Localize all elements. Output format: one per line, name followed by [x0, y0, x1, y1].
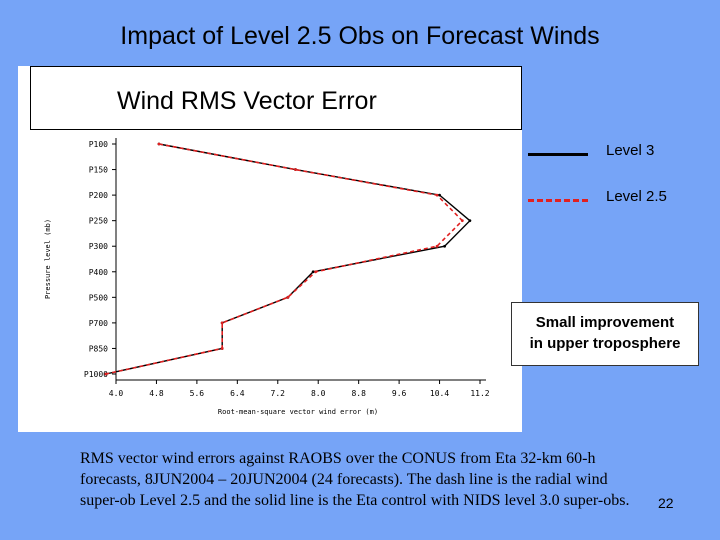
chart-title: Wind RMS Vector Error	[117, 87, 377, 115]
y-tick-label: P400	[89, 268, 108, 277]
data-point	[460, 219, 464, 223]
x-tick-label: 11.2	[470, 389, 489, 398]
y-tick-label: P150	[89, 166, 108, 175]
data-point	[220, 347, 224, 350]
data-point	[435, 244, 439, 248]
callout-line-2: in upper troposphere	[529, 335, 681, 352]
y-tick-label: P250	[89, 217, 108, 226]
chart-title-box: Wind RMS Vector Error	[30, 66, 522, 130]
data-point	[314, 270, 318, 274]
data-point	[157, 142, 161, 146]
legend-swatch-solid	[528, 153, 588, 156]
callout-line-1: Small improvement	[535, 314, 675, 331]
data-point	[435, 193, 439, 197]
x-tick-label: 9.6	[392, 389, 407, 398]
x-tick-label: 7.2	[271, 389, 286, 398]
x-tick-label: 5.6	[190, 389, 205, 398]
y-tick-label: P850	[89, 344, 108, 353]
series-line-level-3	[105, 143, 471, 375]
y-tick-label: P300	[89, 242, 108, 251]
data-point	[311, 270, 315, 274]
page-number: 22	[658, 495, 674, 511]
x-tick-label: 6.4	[230, 389, 245, 398]
data-point	[104, 372, 108, 376]
legend-swatch-dashed	[528, 199, 588, 202]
y-tick-label: P100	[89, 140, 108, 149]
y-tick-label: P1000	[84, 370, 108, 379]
legend-item-level-2-5: Level 2.5	[524, 188, 700, 212]
y-tick-label: P700	[89, 319, 108, 328]
y-tick-label: P500	[89, 293, 108, 302]
y-tick-label: P200	[89, 191, 108, 200]
data-point	[294, 168, 297, 171]
data-point	[443, 244, 447, 248]
data-point	[468, 219, 472, 223]
improvement-callout: Small improvement in upper troposphere	[511, 302, 699, 366]
slide-title: Impact of Level 2.5 Obs on Forecast Wind…	[120, 22, 600, 50]
x-tick-label: 4.8	[149, 389, 164, 398]
chart-svg: P100 P150 P200 P250 P300 P400 P500 P700 P850 P100…	[44, 138, 490, 416]
x-tick-label: 10.4	[430, 389, 449, 398]
figure-caption: RMS vector wind errors against RAOBS ove…	[80, 450, 630, 509]
data-point	[438, 193, 441, 197]
x-tick-label: 8.8	[351, 389, 366, 398]
legend-label-level-2-5: Level 2.5	[606, 188, 667, 205]
x-tick-label: 4.0	[109, 389, 124, 398]
x-tick-label: 8.0	[311, 389, 326, 398]
data-point	[220, 321, 224, 325]
x-axis-label: Root-mean-square vector wind error (m)	[218, 408, 378, 416]
data-point	[286, 295, 290, 299]
chart-legend: Level 3 Level 2.5	[524, 136, 700, 226]
series-line-level-2-5	[105, 143, 464, 375]
y-axis-label: Pressure level (mb)	[44, 219, 52, 299]
legend-item-level-3: Level 3	[524, 142, 700, 166]
legend-label-level-3: Level 3	[606, 142, 655, 159]
